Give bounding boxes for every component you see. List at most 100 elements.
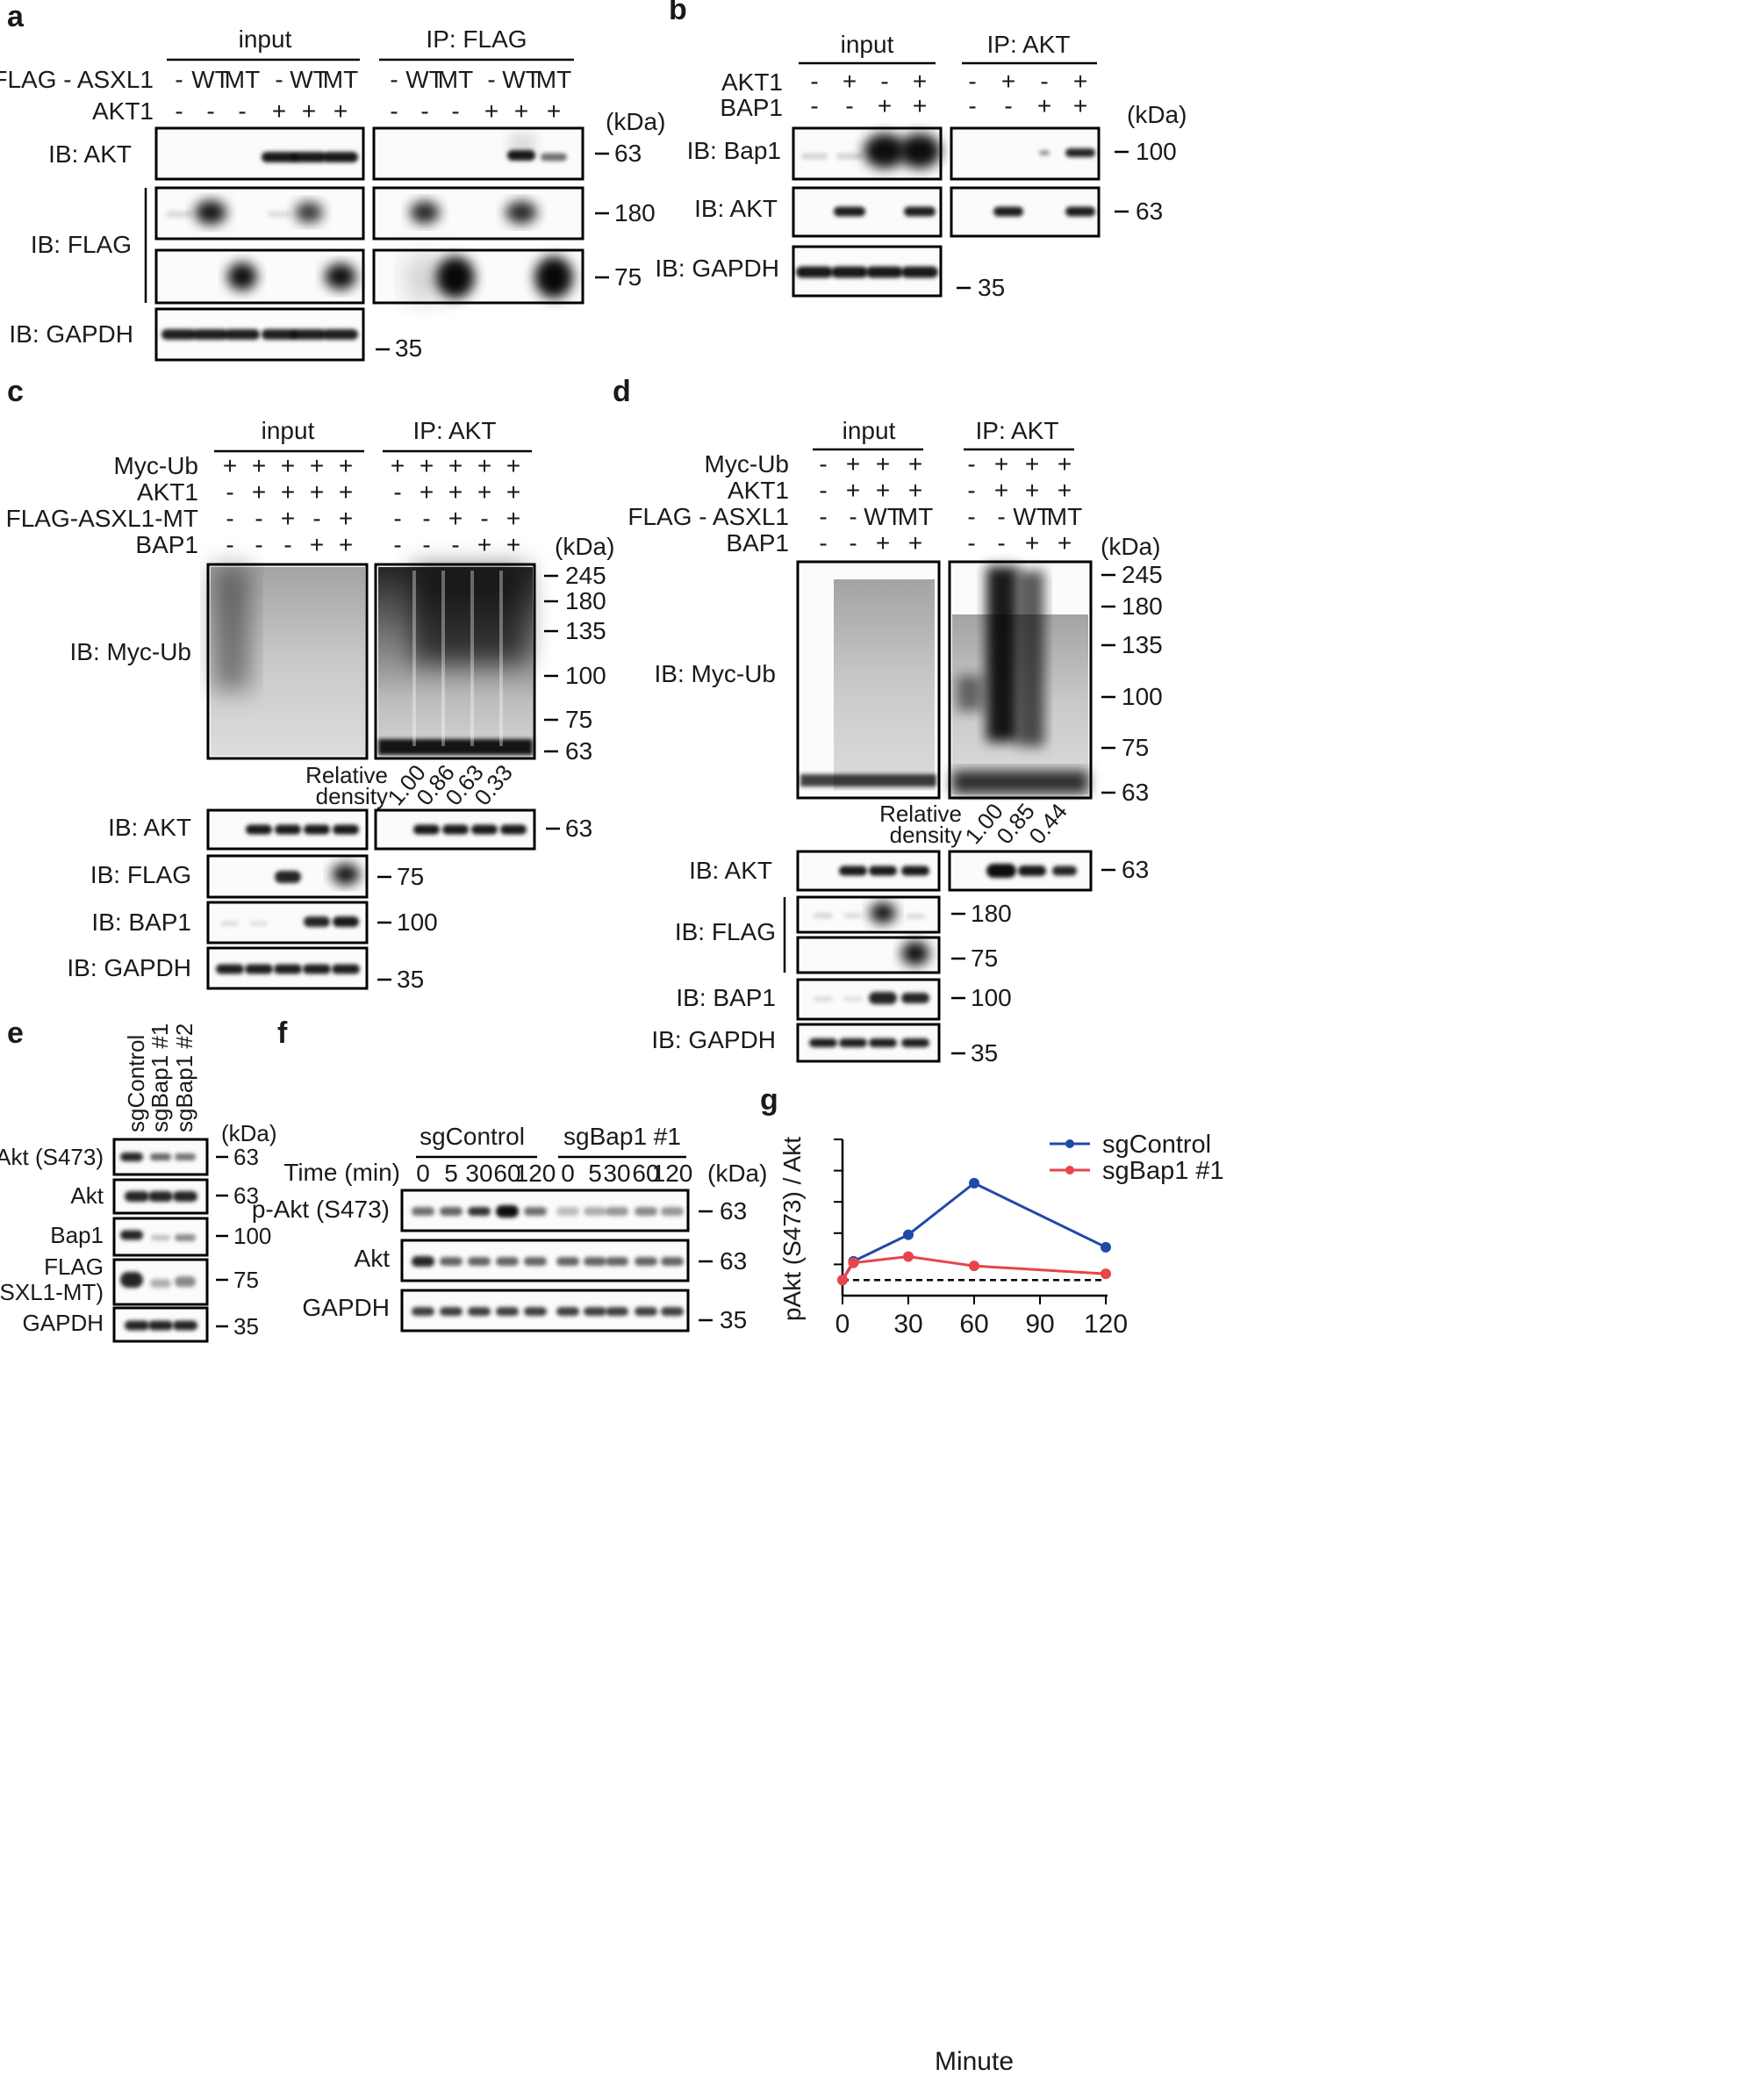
marker-100: 100	[1136, 138, 1177, 165]
row-label-flag-asxl1-mt: FLAG-ASXL1-MT	[6, 505, 198, 532]
density-values: 1.000.850.44	[959, 798, 1072, 849]
band	[843, 996, 863, 1002]
lane-label: -	[175, 66, 183, 93]
marker-75: 75	[971, 945, 998, 972]
lane-label: -	[810, 92, 818, 119]
bands	[216, 824, 527, 974]
band	[556, 1257, 579, 1266]
lane-label: -	[255, 505, 262, 532]
lane-label: +	[448, 505, 463, 532]
y-axis-label: pAkt (S473) / Akt	[778, 1137, 806, 1321]
lane-labels: - + - + - + - +- - + + - - + +	[810, 68, 1087, 119]
ladder-label: 245	[1122, 561, 1163, 588]
band	[325, 263, 356, 290]
band	[291, 152, 326, 162]
lane-label: +	[281, 505, 295, 532]
lane-label: +	[477, 478, 491, 506]
row-label-akt1: AKT1	[728, 477, 789, 504]
data-point	[903, 1229, 914, 1240]
blot-label-p-akt: p-Akt (S473)	[0, 1144, 104, 1170]
band	[150, 1279, 171, 1288]
time-point: 5	[588, 1160, 602, 1187]
band	[148, 1191, 173, 1202]
bands	[120, 1153, 197, 1331]
density-label: Relative	[305, 762, 388, 788]
band	[801, 153, 828, 160]
lane-label: +	[419, 478, 434, 506]
lane-label: -	[997, 503, 1005, 530]
marker-75: 75	[233, 1267, 259, 1293]
lane-label: -	[1004, 92, 1012, 119]
band	[275, 871, 301, 883]
x-tick-label: 120	[1084, 1310, 1128, 1339]
lane-gap	[470, 571, 474, 746]
band	[410, 201, 440, 224]
band	[332, 864, 360, 885]
band	[250, 921, 268, 926]
band	[323, 329, 358, 340]
band	[262, 329, 297, 340]
group-label-input: input	[843, 417, 896, 444]
lane-label: -	[226, 505, 233, 532]
band	[195, 200, 226, 225]
lane-label: +	[1073, 92, 1087, 119]
marker-180: 180	[614, 199, 656, 226]
lane-label: -	[880, 68, 888, 95]
row-label-akt1: AKT1	[137, 478, 198, 506]
kda-label: (kDa)	[1127, 101, 1187, 128]
lane-label: +	[1058, 450, 1072, 478]
lane-label: MT	[438, 66, 473, 93]
band	[906, 914, 925, 919]
x-tick-label: 60	[959, 1310, 988, 1339]
lane-label: sgControl	[123, 1035, 149, 1132]
kda-label: (kDa)	[555, 533, 614, 560]
lane-label: -	[175, 97, 183, 125]
band	[904, 206, 936, 217]
band	[173, 1191, 197, 1202]
blot-label-asxl1-mt: (ASXL1-MT)	[0, 1279, 104, 1305]
lane-gap	[412, 571, 416, 746]
band	[291, 329, 326, 340]
lane-gap	[499, 571, 503, 746]
lane-label: -	[420, 97, 428, 125]
band	[304, 916, 330, 927]
band	[120, 1153, 143, 1161]
band	[245, 964, 273, 974]
lane-label: +	[281, 478, 295, 506]
lane-label: -	[451, 531, 459, 558]
lane-label: +	[994, 450, 1008, 478]
band	[606, 1307, 628, 1316]
band	[323, 152, 358, 162]
marker-100: 100	[971, 984, 1012, 1011]
lane-label: +	[506, 452, 520, 479]
lane-label: +	[913, 68, 927, 95]
lane-label: -	[967, 450, 975, 478]
row-label-bap1: BAP1	[135, 531, 198, 558]
row-label-flag-asxl1: FLAG - ASXL1	[627, 503, 789, 530]
band	[440, 1207, 463, 1216]
panel-b: b input IP: AKT AKT1 BAP1 - + - + - + - +- - + + - -…	[655, 0, 1187, 301]
lane-label: +	[310, 531, 324, 558]
lane-label: -	[312, 505, 320, 532]
lane-label: -	[226, 531, 233, 558]
lane-label: -	[968, 68, 976, 95]
lane-label: +	[506, 531, 520, 558]
band	[471, 824, 498, 835]
blot-label-akt: Akt	[70, 1182, 104, 1209]
panel-f: f sgControl sgBap1 #1 Time (min) 0 5 30 601…	[252, 1016, 768, 1333]
kda-label: (kDa)	[221, 1120, 277, 1146]
group-label-sgbap1: sgBap1 #1	[563, 1123, 681, 1150]
marker-63: 63	[233, 1182, 259, 1209]
band	[221, 921, 239, 926]
band	[869, 1038, 897, 1047]
band	[225, 329, 260, 340]
lane-label: +	[484, 97, 498, 125]
lane-label: +	[448, 478, 463, 506]
time-point: 120	[652, 1160, 693, 1187]
lane-label: MT	[1047, 503, 1082, 530]
band	[268, 211, 290, 218]
density-label: Relative	[879, 801, 962, 827]
lane-label: -	[390, 66, 398, 93]
band	[468, 1257, 491, 1266]
